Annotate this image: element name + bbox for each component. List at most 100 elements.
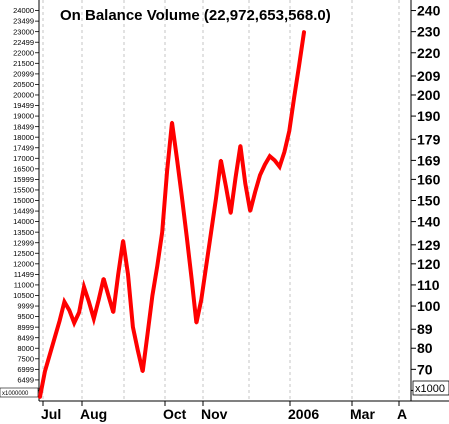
data-point: [97, 298, 101, 302]
data-point: [273, 158, 277, 162]
left-tick-label: 20500: [13, 80, 34, 89]
right-tick-label: 190: [417, 108, 441, 124]
x-tick-label: Oct: [163, 406, 187, 422]
left-tick-label: 23499: [13, 17, 34, 26]
data-point: [106, 294, 110, 297]
data-point: [258, 173, 262, 177]
left-tick-label: 6499: [17, 376, 34, 385]
left-tick-label: 12500: [13, 249, 34, 258]
left-tick-label: 8499: [17, 333, 34, 342]
left-tick-label: 11499: [14, 270, 34, 279]
x-tick-label: A: [397, 406, 407, 422]
data-point: [199, 298, 203, 302]
right-tick-label: 240: [417, 3, 441, 19]
right-tick-label: 169: [417, 152, 441, 168]
data-point: [155, 264, 159, 268]
data-point: [121, 239, 125, 243]
data-point: [165, 169, 169, 173]
left-tick-label: 21500: [13, 59, 34, 68]
data-point: [170, 120, 174, 124]
right-tick-label: 160: [417, 171, 441, 187]
data-point: [58, 319, 62, 323]
left-tick-label: 8999: [17, 323, 34, 332]
data-point: [229, 211, 233, 215]
left-tick-label: 20999: [13, 69, 34, 78]
x-tick-label: Mar: [350, 406, 375, 422]
data-point: [209, 230, 213, 234]
data-point: [204, 264, 208, 268]
data-point: [263, 163, 267, 167]
data-point: [111, 310, 115, 314]
right-tick-label: 89: [417, 321, 433, 337]
x-axis-ticks: Jul Aug Oct Nov 2006 Mar A: [41, 401, 407, 422]
data-point: [185, 234, 189, 238]
data-point: [219, 158, 223, 162]
data-point: [180, 194, 184, 198]
right-tick-label: 220: [417, 45, 441, 61]
data-point: [48, 353, 52, 357]
left-tick-label: 9999: [17, 302, 34, 311]
left-tick-label: 15500: [13, 186, 34, 195]
left-tick-label: 8000: [17, 344, 34, 353]
left-tick-label: 15000: [13, 196, 34, 205]
data-point: [72, 321, 76, 325]
left-tick-label: 14499: [13, 207, 34, 216]
left-tick-label: 10500: [13, 291, 34, 300]
left-tick-label: 20000: [13, 91, 34, 100]
data-point: [234, 175, 238, 179]
right-axis-ticks: 240 230 220 209 200 190 179 169 160 150 140 129 120 1…: [411, 3, 441, 398]
data-point: [194, 321, 198, 325]
data-point: [282, 150, 286, 154]
data-point: [287, 129, 291, 133]
left-tick-label: 13500: [13, 228, 34, 237]
left-multiplier-box: [0, 387, 39, 398]
data-point: [175, 156, 179, 160]
x-tick-label: Aug: [80, 406, 107, 422]
right-tick-label: 129: [417, 237, 441, 253]
left-tick-label: 19000: [13, 112, 34, 121]
right-tick-label: 80: [417, 340, 433, 356]
data-point: [160, 230, 164, 234]
right-tick-label: 150: [417, 193, 441, 209]
left-tick-label: 18499: [13, 122, 34, 131]
right-tick-label: 70: [417, 361, 433, 377]
data-point: [43, 370, 47, 373]
data-point: [214, 196, 218, 200]
right-tick-label: 179: [417, 131, 441, 147]
data-point: [297, 63, 301, 67]
left-tick-label: 17000: [13, 154, 34, 163]
data-point: [67, 308, 71, 312]
data-point: [146, 332, 150, 335]
x-tick-label: Jul: [41, 406, 61, 422]
data-point: [82, 285, 86, 289]
left-tick-label: 22499: [13, 38, 34, 47]
right-tick-label: 120: [417, 256, 441, 272]
right-tick-label: 100: [417, 298, 441, 314]
left-tick-label: 16500: [13, 164, 34, 173]
data-point: [248, 209, 252, 213]
data-point: [62, 300, 66, 304]
data-point: [278, 165, 282, 169]
left-tick-label: 23000: [13, 27, 34, 36]
data-point: [238, 144, 242, 148]
right-multiplier-box: [412, 380, 449, 396]
chart-series: [38, 30, 306, 399]
data-point: [302, 30, 306, 34]
left-tick-label: 12999: [13, 238, 34, 247]
data-point: [253, 190, 257, 194]
left-tick-label: 18000: [13, 133, 34, 142]
x-tick-label: 2006: [288, 406, 319, 422]
right-tick-label: 200: [417, 87, 441, 103]
left-tick-label: 22000: [13, 48, 34, 57]
right-tick-label: 140: [417, 214, 441, 230]
right-tick-label: 110: [417, 277, 440, 293]
left-tick-label: 15999: [13, 175, 34, 184]
data-point: [92, 317, 96, 321]
data-point: [136, 348, 140, 352]
left-axis-multiplier: x1000000: [2, 391, 29, 397]
data-point: [243, 182, 247, 186]
right-tick-label: 230: [417, 24, 441, 40]
right-axis-multiplier: x1000: [415, 383, 445, 395]
left-tick-label: 12000: [13, 259, 34, 268]
